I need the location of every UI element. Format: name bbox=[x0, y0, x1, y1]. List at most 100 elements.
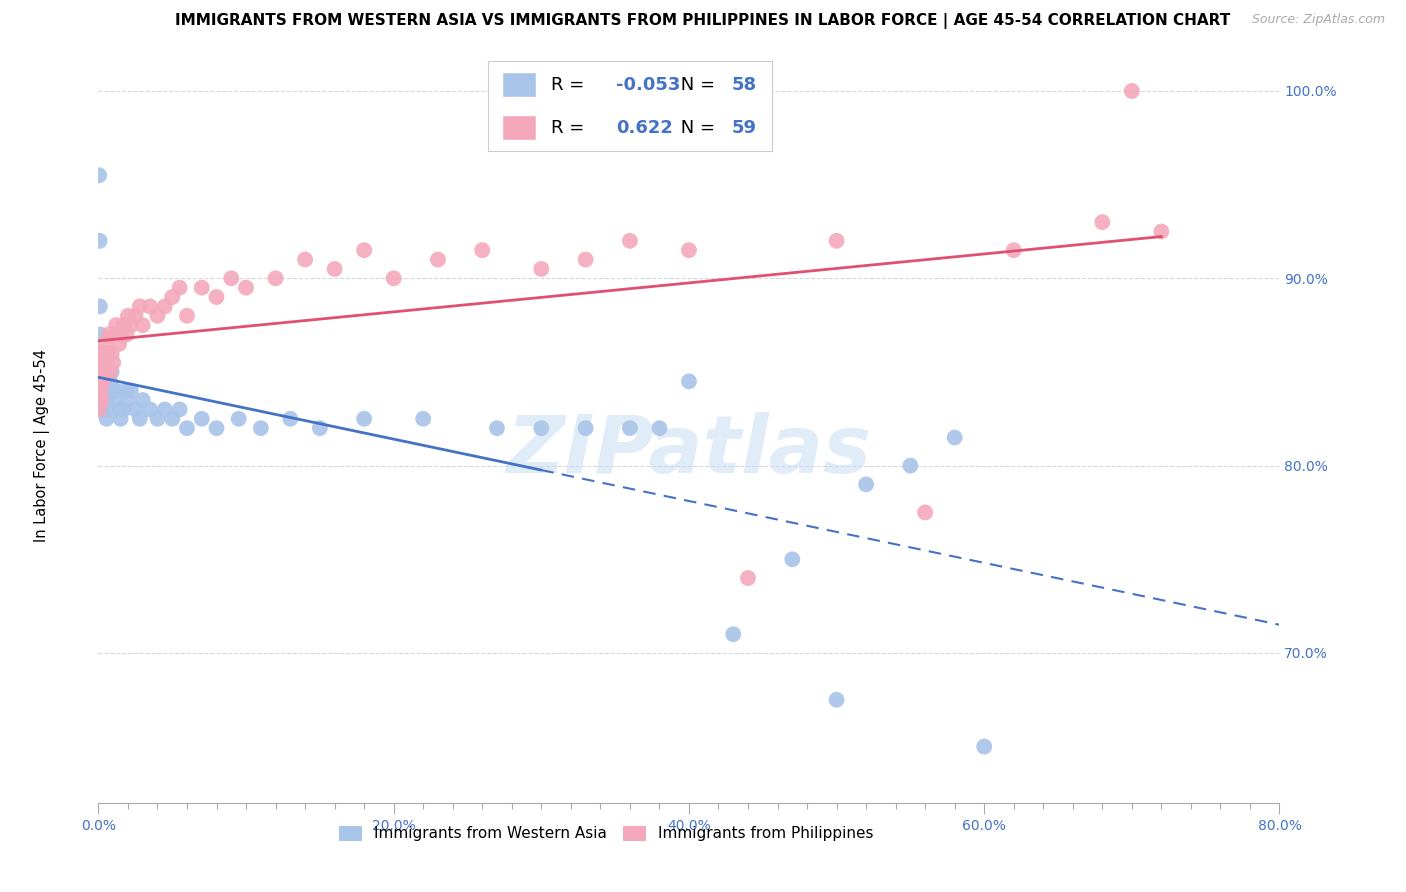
Point bbox=[104, 327, 127, 342]
Point bbox=[153, 402, 176, 417]
Point bbox=[124, 309, 146, 323]
Point bbox=[943, 431, 966, 445]
Point bbox=[105, 318, 128, 333]
Point bbox=[89, 393, 111, 408]
Point bbox=[91, 374, 114, 388]
Point bbox=[89, 374, 111, 388]
Point bbox=[96, 402, 118, 417]
Legend: Immigrants from Western Asia, Immigrants from Philippines: Immigrants from Western Asia, Immigrants… bbox=[333, 820, 879, 847]
Point bbox=[530, 262, 553, 277]
Point bbox=[169, 402, 191, 417]
Text: IMMIGRANTS FROM WESTERN ASIA VS IMMIGRANTS FROM PHILIPPINES IN LABOR FORCE | AGE: IMMIGRANTS FROM WESTERN ASIA VS IMMIGRAN… bbox=[176, 13, 1230, 29]
Point bbox=[120, 384, 142, 398]
Point bbox=[117, 309, 139, 323]
Point bbox=[855, 477, 877, 491]
Point bbox=[90, 374, 112, 388]
Point bbox=[90, 346, 112, 360]
Point bbox=[1121, 84, 1143, 98]
Point bbox=[575, 421, 598, 435]
Point bbox=[471, 244, 494, 258]
Point bbox=[619, 421, 641, 435]
Point bbox=[353, 412, 375, 426]
Point bbox=[678, 244, 700, 258]
Point bbox=[146, 309, 169, 323]
Point bbox=[108, 336, 131, 351]
Point bbox=[264, 271, 287, 285]
Point bbox=[110, 327, 132, 342]
Point bbox=[176, 421, 198, 435]
Point bbox=[90, 393, 112, 408]
Point bbox=[89, 384, 111, 398]
Point bbox=[825, 234, 848, 248]
Point bbox=[205, 421, 228, 435]
Point bbox=[1150, 224, 1173, 238]
Point bbox=[900, 458, 922, 473]
Point bbox=[98, 374, 121, 388]
Point bbox=[94, 393, 117, 408]
Point bbox=[89, 327, 111, 342]
Point bbox=[117, 393, 139, 408]
Point bbox=[103, 384, 125, 398]
Point bbox=[96, 412, 118, 426]
Point bbox=[89, 402, 111, 417]
Point bbox=[228, 412, 250, 426]
Point bbox=[309, 421, 332, 435]
Point bbox=[94, 384, 117, 398]
Point bbox=[280, 412, 302, 426]
Text: ZIPatlas: ZIPatlas bbox=[506, 411, 872, 490]
Point bbox=[132, 318, 155, 333]
Point bbox=[530, 421, 553, 435]
Point bbox=[153, 300, 176, 314]
Point bbox=[176, 309, 198, 323]
Point bbox=[90, 346, 112, 360]
Point bbox=[120, 318, 142, 333]
Point bbox=[235, 281, 257, 295]
Point bbox=[112, 318, 135, 333]
Point bbox=[1091, 215, 1114, 229]
Point bbox=[353, 244, 375, 258]
Point bbox=[94, 365, 117, 379]
Point bbox=[575, 252, 598, 267]
Point bbox=[100, 346, 122, 360]
Point bbox=[250, 421, 273, 435]
Point bbox=[973, 739, 995, 754]
Point bbox=[90, 365, 112, 379]
Point bbox=[90, 384, 112, 398]
Point bbox=[619, 234, 641, 248]
Point bbox=[139, 402, 162, 417]
Point bbox=[115, 327, 138, 342]
Point bbox=[97, 384, 120, 398]
Point bbox=[96, 355, 118, 369]
Point bbox=[412, 412, 434, 426]
Text: In Labor Force | Age 45-54: In Labor Force | Age 45-54 bbox=[34, 350, 51, 542]
Point bbox=[104, 393, 127, 408]
Point bbox=[191, 412, 214, 426]
Point bbox=[103, 355, 125, 369]
Point bbox=[94, 336, 117, 351]
Point bbox=[323, 262, 346, 277]
Point bbox=[110, 412, 132, 426]
Point bbox=[914, 505, 936, 519]
Point bbox=[146, 412, 169, 426]
Point bbox=[782, 552, 804, 566]
Point bbox=[108, 402, 131, 417]
Point bbox=[90, 355, 112, 369]
Point bbox=[93, 365, 115, 379]
Point bbox=[91, 365, 114, 379]
Point bbox=[486, 421, 509, 435]
Point bbox=[678, 374, 700, 388]
Point bbox=[124, 402, 146, 417]
Point bbox=[112, 402, 135, 417]
Point bbox=[427, 252, 450, 267]
Point bbox=[105, 384, 128, 398]
Point bbox=[128, 412, 150, 426]
Point bbox=[191, 281, 214, 295]
Point bbox=[91, 384, 114, 398]
Point bbox=[162, 412, 183, 426]
Point bbox=[169, 281, 191, 295]
Point bbox=[723, 627, 745, 641]
Point bbox=[648, 421, 671, 435]
Point bbox=[737, 571, 759, 585]
Point bbox=[89, 300, 111, 314]
Point bbox=[100, 365, 122, 379]
